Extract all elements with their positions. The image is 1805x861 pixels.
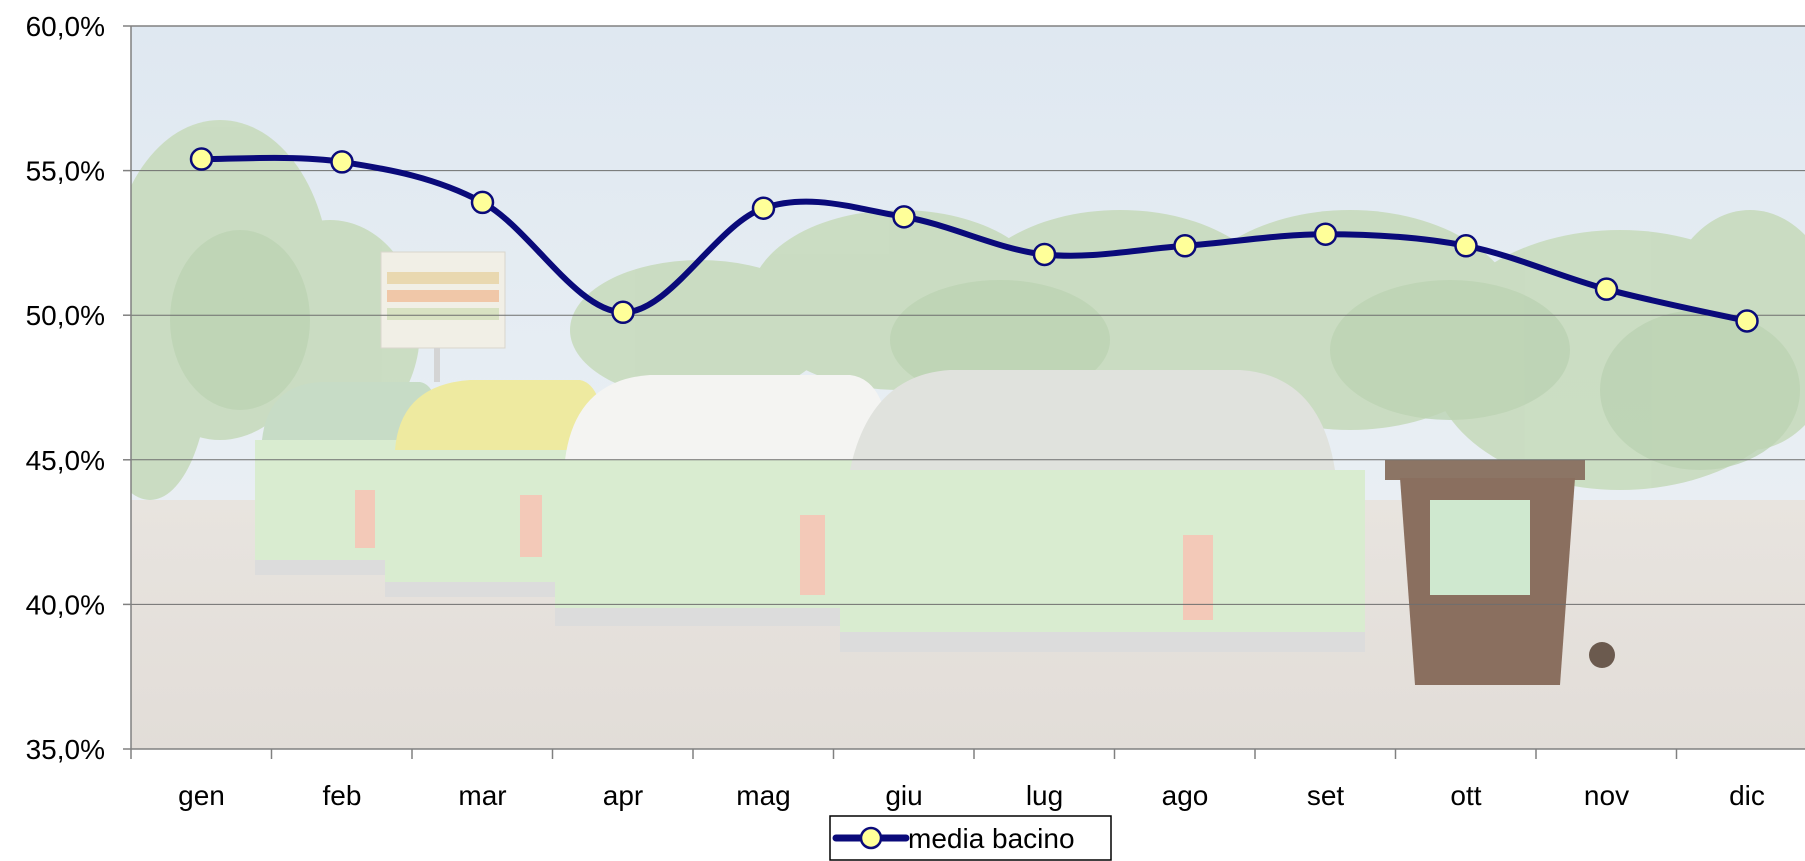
y-axis-ticks: 35,0% 40,0% 45,0% 50,0% 55,0% 60,0% [26,11,131,765]
data-point-marker [1735,309,1759,333]
data-point-marker [1032,242,1057,267]
data-point-marker [470,190,495,215]
x-tick-label: ago [1162,780,1209,811]
y-tick-label: 35,0% [26,734,105,765]
x-tick-label: mag [736,780,790,811]
data-point-marker [1454,234,1478,258]
container-grey [355,370,1365,652]
x-tick-label: nov [1584,780,1629,811]
series-group [189,147,1759,333]
data-point-marker [1594,277,1619,301]
brown-bin [1385,460,1615,685]
data-point-marker [751,196,776,220]
legend: media bacino [829,815,1112,861]
container-white [555,375,895,626]
data-point-marker [611,300,635,325]
y-tick-label: 60,0% [26,11,105,42]
x-tick-label: mar [458,780,506,811]
x-axis-ticks: gen feb mar apr mag giu lug ago set ott nov dic [130,749,1765,811]
y-tick-label: 45,0% [26,445,105,476]
background-photo [131,26,1805,749]
data-point-marker [1173,234,1197,258]
y-tick-label: 40,0% [26,589,105,620]
legend-label: media bacino [908,823,1075,854]
x-tick-label: apr [603,780,643,811]
data-point-marker [892,205,916,229]
x-tick-label: gen [178,780,225,811]
x-tick-label: set [1307,780,1345,811]
data-point-marker [1313,222,1338,246]
x-tick-label: lug [1026,780,1063,811]
x-tick-label: dic [1729,780,1765,811]
legend-marker-swatch [859,826,883,850]
y-tick-label: 50,0% [26,300,105,331]
y-tick-label: 55,0% [26,156,105,187]
x-tick-label: ott [1450,780,1481,811]
grid-lines [131,170,1805,605]
data-point-marker [330,150,354,174]
data-point-marker [189,147,214,171]
x-tick-label: giu [885,780,922,811]
x-tick-label: feb [323,780,362,811]
